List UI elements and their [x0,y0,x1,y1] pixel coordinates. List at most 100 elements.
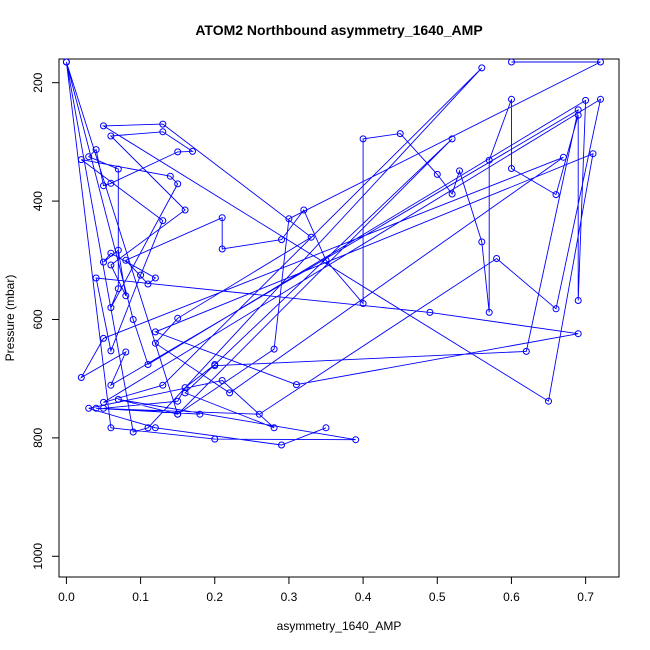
data-point [211,362,219,370]
data-point [292,381,300,389]
data-point [144,424,152,432]
data-point [448,190,456,198]
data-point [493,255,501,262]
data-point [100,404,107,412]
data-point [151,339,159,347]
data-point [196,410,204,418]
series-points [62,58,604,449]
y-tick-label: 800 [31,428,45,448]
data-point [122,292,130,300]
y-tick-label: 400 [31,191,45,211]
data-point [77,374,85,381]
data-point [574,111,582,119]
data-point [85,153,93,161]
data-point [122,256,130,264]
data-point [218,377,226,384]
data-point [278,441,285,449]
data-point [151,328,159,336]
data-point [597,58,604,66]
data-point [122,348,130,356]
data-point [545,397,552,405]
data-point [278,236,285,244]
data-point [359,300,367,307]
data-point [62,58,70,66]
data-point [144,361,152,368]
data-point [478,64,486,72]
data-point [218,245,226,253]
x-axis: 0.0 0.1 0.2 0.3 0.4 0.5 0.6 0.7 [58,577,594,604]
data-point [107,132,115,140]
data-point [448,135,456,143]
data-point [574,106,582,114]
data-point [508,58,515,66]
data-point [100,182,107,190]
data-point [552,191,560,199]
data-point [107,179,115,187]
x-tick-label: 0.7 [577,590,594,604]
x-tick-label: 0.4 [355,590,372,604]
data-point [174,410,182,418]
data-point [322,424,330,432]
data-point [359,135,367,143]
data-point [582,96,590,104]
data-point [137,271,145,279]
data-point [508,165,515,172]
data-point [107,304,115,312]
data-point [92,146,100,154]
data-point [285,215,293,223]
data-point [270,345,278,353]
data-point [100,334,107,342]
data-point [107,381,115,389]
x-tick-label: 0.6 [503,590,520,604]
data-point [508,95,515,103]
data-point [396,130,404,138]
x-tick-label: 0.0 [58,590,75,604]
data-point [159,120,167,128]
data-point [597,95,604,103]
x-axis-label: asymmetry_1640_AMP [277,619,402,633]
data-point [159,217,167,225]
chart-title: ATOM2 Northbound asymmetry_1640_AMP [195,22,482,38]
data-point [270,424,278,432]
data-point [322,256,330,264]
data-point [589,150,597,158]
data-point [107,261,115,269]
data-point [522,347,530,355]
data-point [174,314,182,322]
data-point [107,347,115,355]
data-point [107,249,115,257]
data-point [189,147,196,155]
series-lines [65,61,602,446]
data-point [456,167,463,175]
data-point [100,122,107,130]
data-point [77,156,85,164]
data-point [211,435,219,443]
data-point [478,238,486,246]
data-point [159,381,167,389]
y-tick-label: 1000 [31,543,45,570]
data-point [174,148,182,156]
y-axis-label: Pressure (mbar) [3,275,17,362]
y-axis: 200 400 600 800 1000 [31,72,59,570]
data-point [159,128,167,136]
plot-frame [58,58,620,578]
data-point [352,436,360,444]
data-point [300,206,308,214]
data-point [129,428,137,436]
data-point [226,389,234,397]
data-point [114,285,122,293]
x-tick-label: 0.1 [132,590,149,604]
data-point [433,170,441,178]
data-point [166,172,174,180]
data-point [426,308,434,316]
data-point [114,165,122,173]
data-point [92,274,100,282]
data-point [174,180,182,188]
y-tick-label: 600 [31,309,45,329]
data-point [114,395,122,403]
data-point [129,316,137,323]
data-point [107,424,115,432]
data-point [151,424,159,432]
data-point [218,214,226,222]
data-point [92,404,100,412]
